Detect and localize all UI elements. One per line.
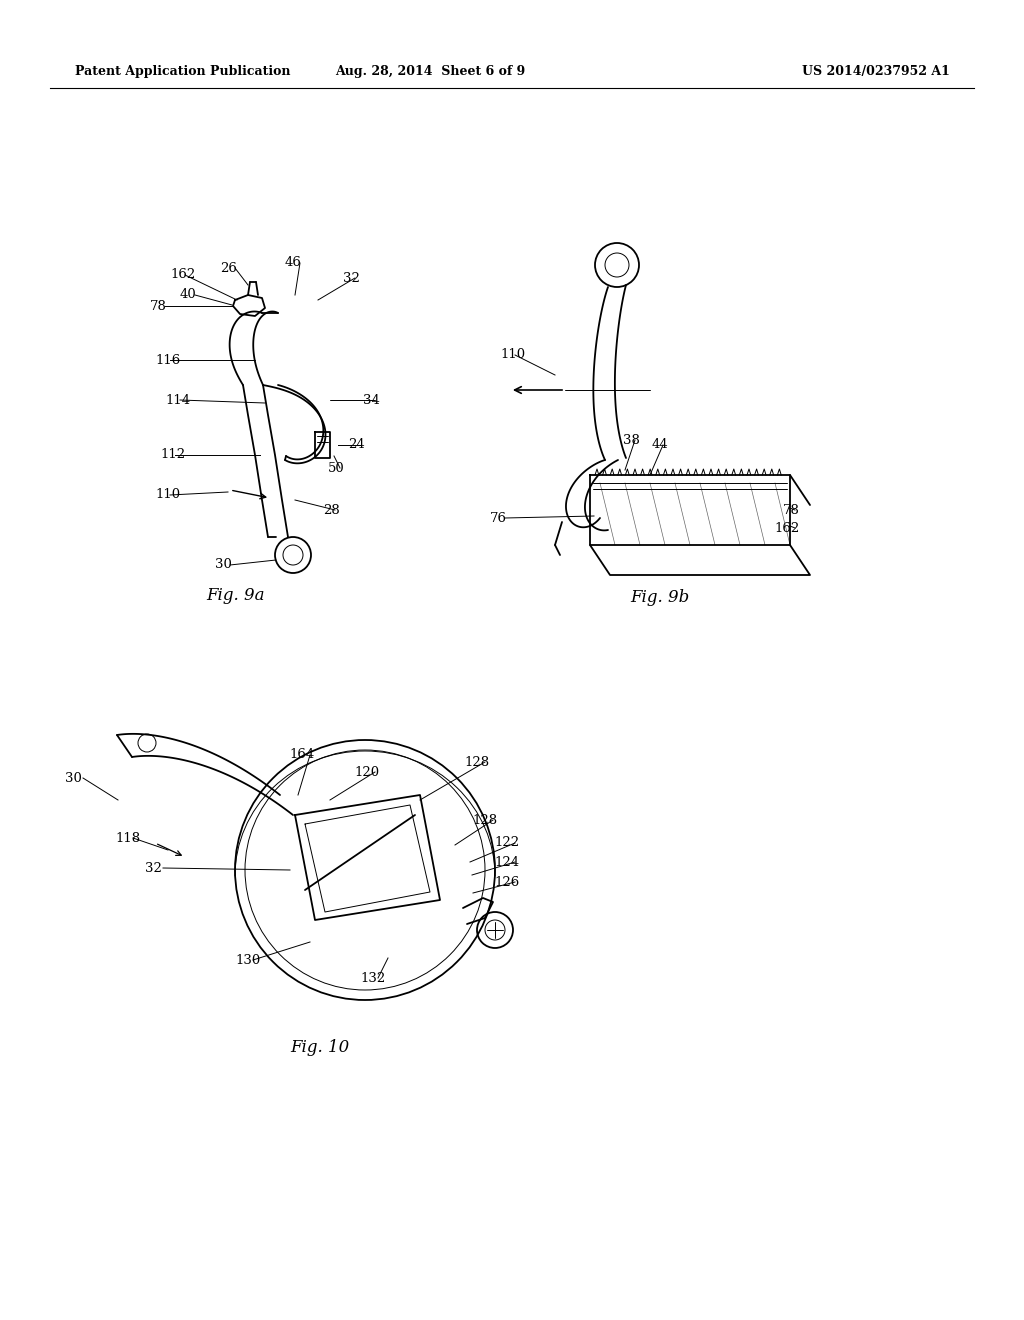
Text: Fig. 10: Fig. 10 — [291, 1040, 349, 1056]
Text: 128: 128 — [465, 755, 490, 768]
Text: Aug. 28, 2014  Sheet 6 of 9: Aug. 28, 2014 Sheet 6 of 9 — [335, 66, 525, 78]
Text: 164: 164 — [290, 748, 315, 762]
Text: 130: 130 — [234, 953, 260, 966]
Text: 44: 44 — [651, 438, 668, 451]
Text: 116: 116 — [155, 354, 180, 367]
Text: 118: 118 — [115, 832, 140, 845]
Text: Patent Application Publication: Patent Application Publication — [75, 66, 291, 78]
Text: 32: 32 — [145, 862, 162, 874]
Text: 30: 30 — [65, 771, 82, 784]
Text: 38: 38 — [624, 433, 640, 446]
Text: Fig. 9b: Fig. 9b — [631, 590, 689, 606]
Text: 30: 30 — [215, 558, 231, 572]
Text: 110: 110 — [500, 348, 525, 362]
Text: 50: 50 — [329, 462, 345, 474]
Text: 76: 76 — [490, 511, 507, 524]
Text: 122: 122 — [495, 837, 520, 850]
Text: 162: 162 — [775, 521, 800, 535]
Text: 112: 112 — [160, 449, 185, 462]
Text: 24: 24 — [348, 438, 365, 451]
Text: 162: 162 — [170, 268, 196, 281]
Text: 28: 28 — [324, 503, 340, 516]
Text: 46: 46 — [285, 256, 302, 269]
Text: 26: 26 — [220, 261, 237, 275]
Text: 114: 114 — [165, 393, 190, 407]
Text: 128: 128 — [473, 813, 498, 826]
Text: 34: 34 — [364, 393, 380, 407]
Text: 132: 132 — [360, 972, 385, 985]
Text: 126: 126 — [495, 875, 520, 888]
Text: 78: 78 — [150, 300, 167, 313]
Text: 40: 40 — [180, 289, 197, 301]
Text: 78: 78 — [783, 503, 800, 516]
Text: 120: 120 — [355, 766, 380, 779]
Text: US 2014/0237952 A1: US 2014/0237952 A1 — [802, 66, 950, 78]
Text: 110: 110 — [155, 488, 180, 502]
Text: Fig. 9a: Fig. 9a — [206, 586, 264, 603]
Text: 32: 32 — [343, 272, 360, 285]
Text: 124: 124 — [495, 855, 520, 869]
